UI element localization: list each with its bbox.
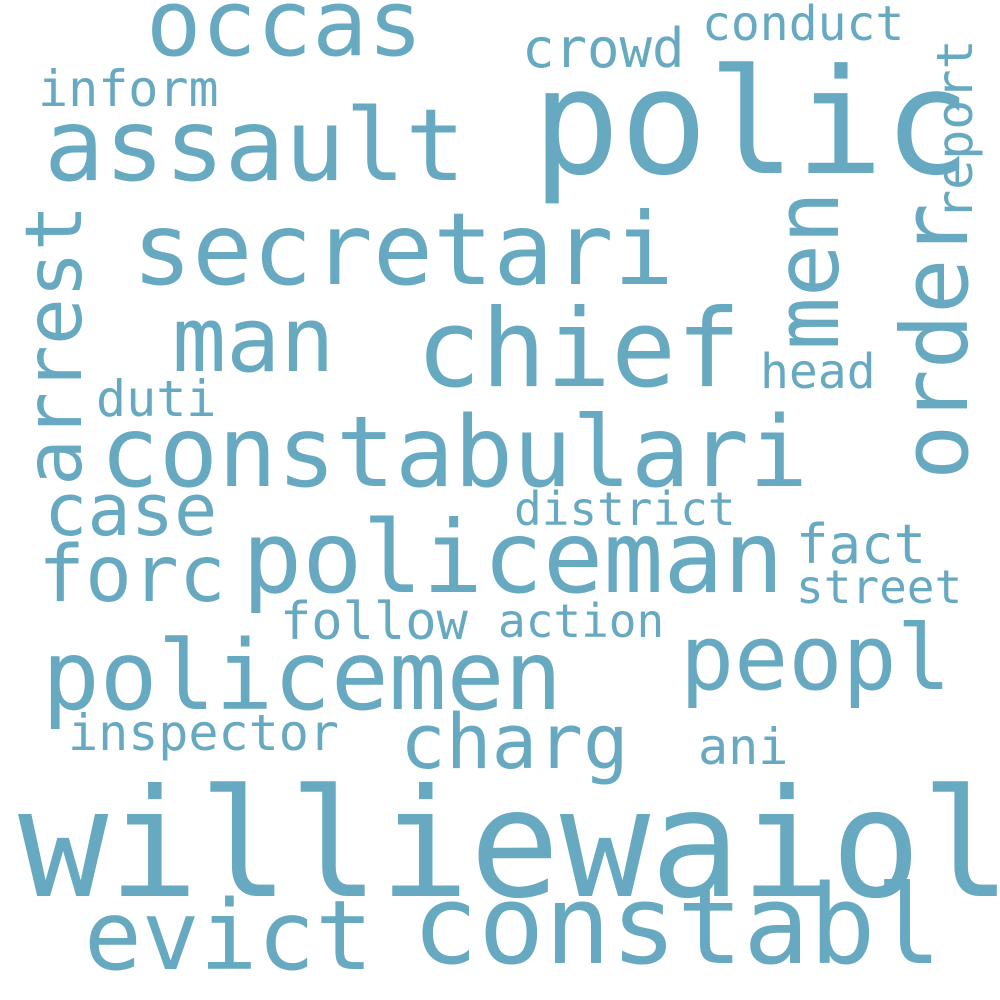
word-peopl: peopl — [680, 606, 951, 711]
word-williewaiola: williewaiola — [18, 758, 1000, 932]
word-ani: ani — [698, 718, 789, 776]
word-inspector: inspector — [68, 704, 339, 762]
word-arrest: arrest — [10, 204, 100, 486]
word-street: street — [796, 560, 963, 614]
word-chief: chief — [416, 287, 742, 412]
word-men: men — [756, 191, 859, 350]
word-case: case — [44, 468, 218, 552]
word-constabl: constabl — [412, 861, 942, 989]
word-secretari: secretari — [132, 191, 674, 308]
word-inform: inform — [38, 60, 219, 118]
word-conduct: conduct — [702, 0, 905, 52]
word-district: district — [514, 482, 736, 536]
word-occas: occas — [146, 0, 423, 77]
word-fact: fact — [796, 513, 927, 576]
word-policemen: policemen — [42, 620, 563, 732]
word-policeman: policeman — [242, 499, 784, 616]
word-charg: charg — [400, 697, 629, 786]
word-constabulari: constabulari — [100, 396, 809, 510]
word-report: report — [926, 39, 984, 220]
word-evict: evict — [84, 880, 373, 992]
word-crowd: crowd — [522, 17, 685, 80]
word-forc: forc — [38, 530, 226, 620]
word-man: man — [172, 288, 335, 393]
word-action: action — [498, 594, 665, 648]
word-order: order — [882, 203, 989, 480]
word-duti: duti — [96, 370, 217, 428]
word-follow: follow — [280, 592, 468, 652]
word-head: head — [760, 344, 876, 400]
word-assault: assault — [44, 87, 466, 204]
word-polic: polic — [532, 38, 972, 208]
